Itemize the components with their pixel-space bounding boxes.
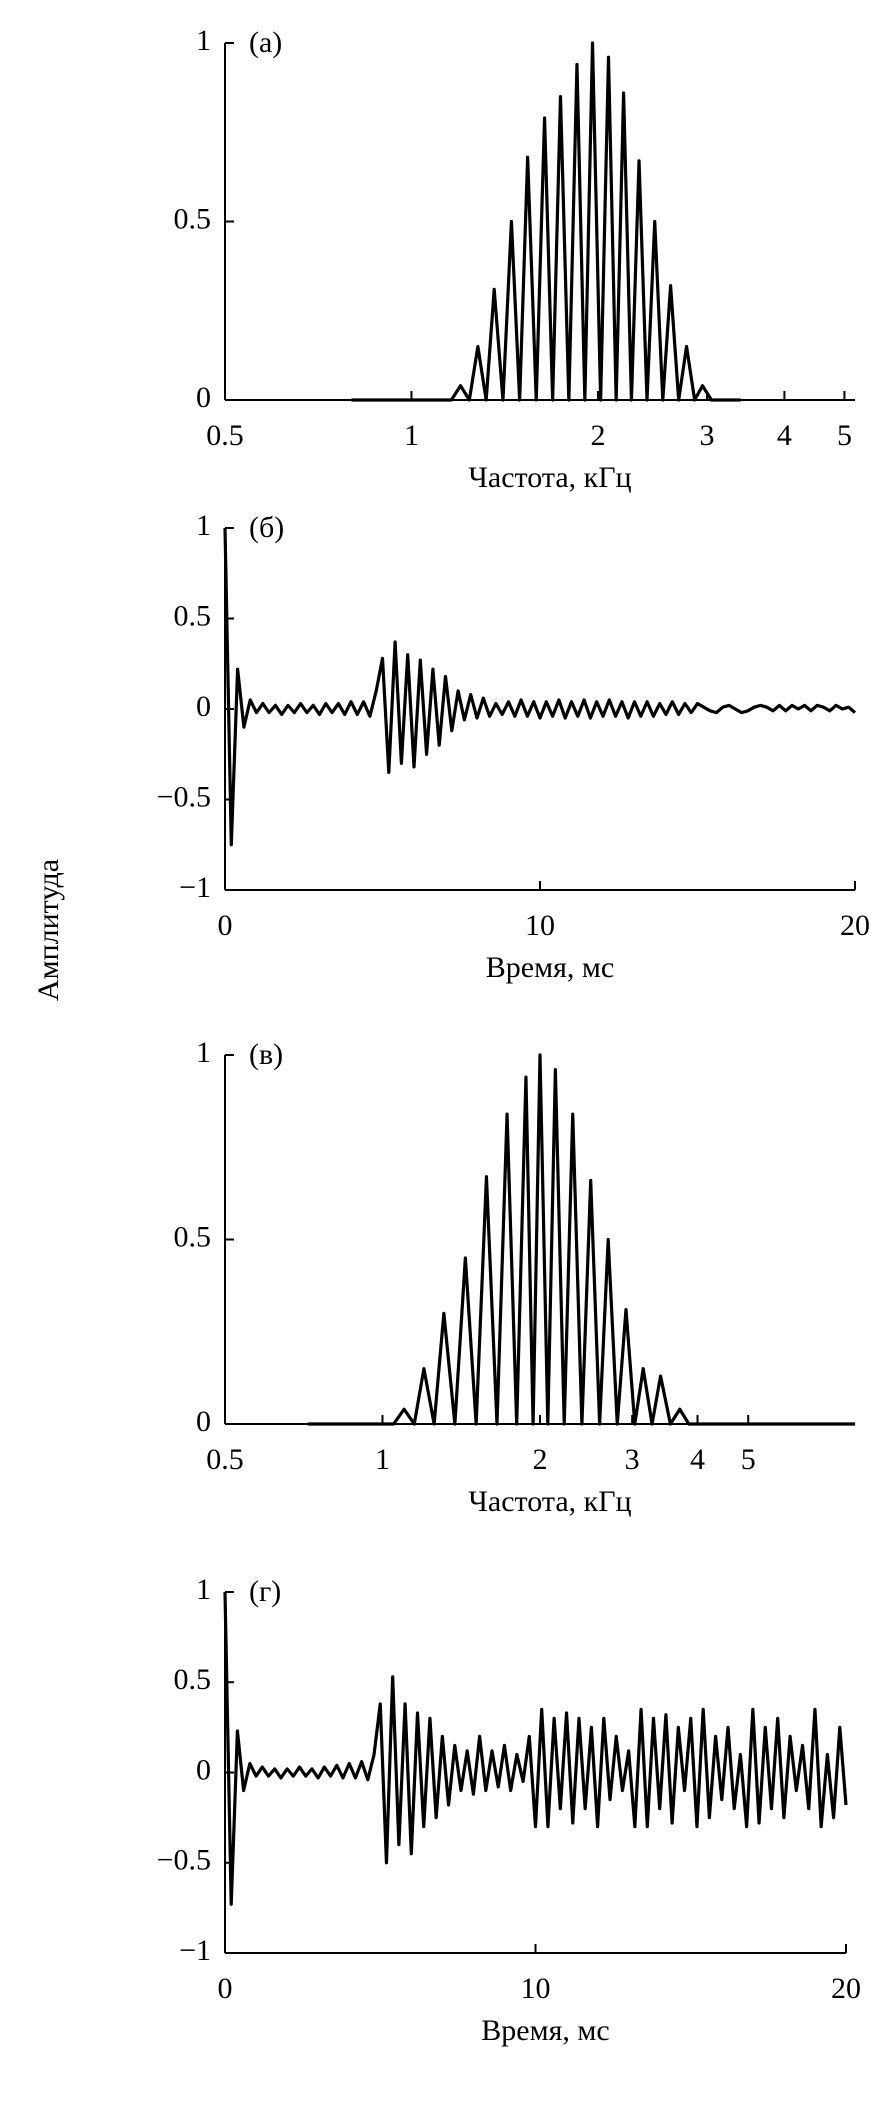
x-tick-label: 0 [218, 909, 233, 942]
x-tick-label: 5 [837, 419, 852, 452]
panel-label: (а) [249, 26, 282, 59]
panel-label: (в) [249, 1038, 283, 1071]
x-axis-label: Время, мс [481, 2014, 609, 2047]
y-tick-label: 0.5 [174, 599, 212, 632]
signal-line [307, 1053, 855, 1426]
panel-label: (г) [249, 1575, 281, 1608]
x-tick-label: 2 [590, 419, 605, 452]
x-tick-label: 3 [700, 419, 715, 452]
y-tick-label: −1 [179, 871, 211, 904]
x-tick-label: 4 [777, 419, 792, 452]
y-tick-label: −0.5 [157, 1844, 211, 1877]
y-axis-label: Амплитуда [32, 859, 65, 1001]
x-tick-label: 0 [218, 1972, 233, 2005]
y-tick-label: 1 [196, 509, 211, 542]
y-tick-label: 0.5 [174, 202, 212, 235]
x-tick-label: 20 [831, 1972, 861, 2005]
signal-line [223, 527, 857, 847]
x-tick-label: 10 [525, 909, 555, 942]
y-tick-label: 1 [196, 24, 211, 57]
y-tick-label: 0.5 [174, 1220, 212, 1253]
y-tick-label: 0.5 [174, 1663, 212, 1696]
y-tick-label: −1 [179, 1934, 211, 1967]
signal-line [223, 1591, 848, 1906]
y-tick-label: 0 [196, 690, 211, 723]
y-tick-label: 1 [196, 1036, 211, 1069]
x-tick-label: 5 [741, 1443, 756, 1476]
x-tick-label: 20 [840, 909, 870, 942]
x-tick-label: 0.5 [206, 1443, 244, 1476]
x-axis-label: Время, мс [486, 951, 614, 984]
y-tick-label: 0 [196, 1405, 211, 1438]
y-tick-label: 1 [196, 1573, 211, 1606]
x-tick-label: 10 [521, 1972, 551, 2005]
x-tick-label: 2 [533, 1443, 548, 1476]
x-axis-label: Частота, кГц [468, 461, 631, 494]
y-tick-label: 0 [196, 381, 211, 414]
signal-line [351, 41, 741, 402]
x-axis-label: Частота, кГц [468, 1485, 631, 1518]
panel-label: (б) [249, 511, 284, 544]
x-tick-label: 3 [625, 1443, 640, 1476]
x-tick-label: 4 [690, 1443, 705, 1476]
x-tick-label: 1 [404, 419, 419, 452]
x-tick-label: 0.5 [206, 419, 244, 452]
y-tick-label: −0.5 [157, 780, 211, 813]
x-tick-label: 1 [375, 1443, 390, 1476]
y-tick-label: 0 [196, 1753, 211, 1786]
